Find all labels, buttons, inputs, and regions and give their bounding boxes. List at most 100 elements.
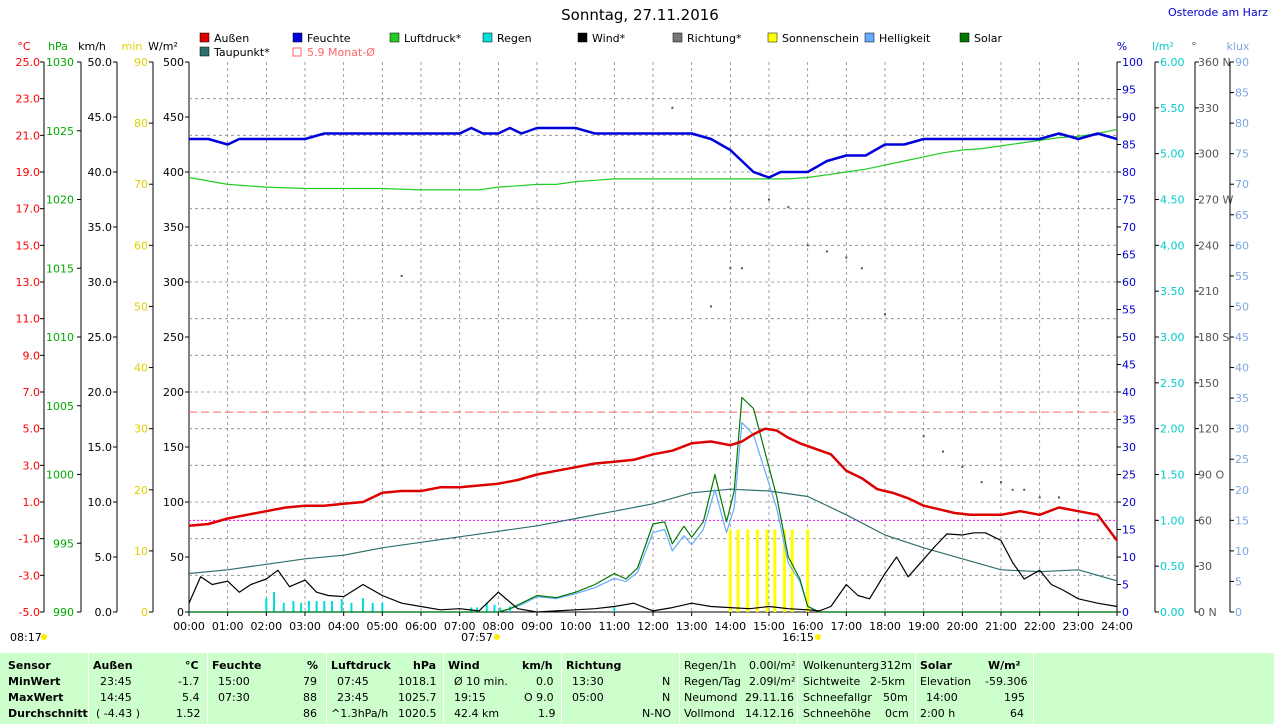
axis-tick-label: 21.0: [16, 129, 41, 142]
point: [740, 267, 743, 270]
schneefall-label: Schneefallgr: [803, 691, 872, 704]
feuchte-header: Feuchte: [212, 659, 262, 672]
axis-tick-label: 10: [1122, 551, 1136, 564]
axis-tick-label: 1.00: [1160, 514, 1185, 527]
x-tick-label: 14:00: [714, 620, 746, 633]
axis-unit: W/m²: [148, 40, 178, 53]
series-line: [188, 128, 1118, 191]
axis-tick-label: 45: [1235, 331, 1249, 344]
axis-tick-label: 150: [163, 441, 184, 454]
x-tick-label: 10:00: [560, 620, 592, 633]
axis-tick-label: 7.0: [23, 386, 41, 399]
sunrise-label: 07:57: [461, 631, 493, 644]
bar: [790, 529, 794, 612]
bar: [613, 607, 616, 612]
point: [1000, 481, 1002, 484]
aussen-avg-val: 1.52: [176, 707, 201, 720]
x-tick-label: 06:00: [405, 620, 437, 633]
sun-icon: [41, 634, 47, 640]
x-axis: 00:00 01:00 02:00 03:00 04:00 05:00 06:00 07:00…: [10, 612, 1133, 644]
wind-max-val: O 9.0: [524, 691, 554, 704]
legend-label: Außen: [214, 32, 249, 45]
axis-tick-label: 400: [163, 166, 184, 179]
legend-swatch: [199, 46, 210, 57]
aussen-unit: °C: [185, 659, 199, 672]
bar: [265, 598, 268, 612]
point: [942, 450, 944, 453]
axis-tick-label: 60: [1198, 514, 1212, 527]
richtung-header: Richtung: [566, 659, 622, 672]
x-tick-label: 17:00: [830, 620, 862, 633]
legend-label: Helligkeit: [879, 32, 931, 45]
axis-tick-label: 0: [177, 606, 184, 619]
separator: [88, 653, 89, 724]
druck-avg-val: 1020.5: [398, 707, 437, 720]
axis-tick-label: 1.50: [1160, 469, 1185, 482]
axis-tick-label: 1015: [46, 262, 74, 275]
sunset-icon: [815, 634, 821, 640]
point: [860, 267, 863, 270]
axis-tick-label: 990: [53, 606, 74, 619]
axis-tick-label: 10: [134, 545, 148, 558]
axis-tick-label: 250: [163, 331, 184, 344]
axis-tick-label: 15: [1235, 514, 1249, 527]
plot-area: [188, 106, 1118, 613]
x-tick-label: 09:00: [521, 620, 553, 633]
point: [1038, 496, 1041, 499]
vollmond-label: Vollmond: [684, 707, 735, 720]
bar: [782, 529, 786, 612]
point: [980, 481, 983, 484]
wind-avg-extra: 42.4 km: [454, 707, 500, 720]
legend-label: Taupunkt*: [213, 46, 270, 59]
axis-tick-label: -3.0: [19, 569, 40, 582]
axis-tick-label: 4.50: [1160, 194, 1185, 207]
separator: [679, 653, 680, 724]
axis-tick-label: 180 S: [1198, 331, 1229, 344]
series-line: [188, 427, 1118, 542]
axis-tick-label: 150: [1198, 377, 1219, 390]
axis-tick-label: 0.00: [1160, 606, 1185, 619]
axis-unit: l/m²: [1152, 40, 1174, 53]
axis-tick-label: 4.00: [1160, 239, 1185, 252]
x-tick-label: 11:00: [598, 620, 630, 633]
axis-tick-label: 30: [1198, 560, 1212, 573]
point: [922, 435, 925, 438]
point: [1096, 519, 1099, 522]
axis-tick-label: 5.50: [1160, 102, 1185, 115]
series-line: [188, 488, 1118, 582]
axis-unit: klux: [1227, 40, 1250, 53]
axis-tick-label: 65: [1235, 209, 1249, 222]
solar-avg-label: 2:00 h: [920, 707, 956, 720]
axis-tick-label: 35.0: [88, 221, 113, 234]
x-tick-label: 12:00: [637, 620, 669, 633]
druck-max-time: 23:45: [337, 691, 369, 704]
axis-tick-label: 5: [1235, 575, 1242, 588]
feuchte-max-val: 88: [303, 691, 317, 704]
axis-tick-label: 1005: [46, 400, 74, 413]
axis-tick-label: 55: [1122, 304, 1136, 317]
regen1h-label: Regen/1h: [684, 659, 737, 672]
series-line: [189, 396, 1117, 613]
axis-tick-label: 40: [1235, 362, 1249, 375]
axis-tick-label: 75: [1122, 194, 1136, 207]
legend: Außen Feuchte Luftdruck* Regen Wind* Richtung…: [199, 32, 1003, 59]
axis-tick-label: 70: [1235, 178, 1249, 191]
bar: [736, 529, 740, 612]
axis-tick-label: 95: [1122, 84, 1136, 97]
x-tick-label: 24:00: [1101, 620, 1133, 633]
axis-tick-label: 1030: [46, 56, 74, 69]
bar: [300, 602, 303, 612]
solar-elev-val: -59.306: [985, 675, 1028, 688]
axis-tick-label: 23.0: [16, 93, 41, 106]
x-tick-label: 22:00: [1024, 620, 1056, 633]
bar: [282, 602, 285, 612]
location-label: Osterode am Harz: [1168, 6, 1268, 19]
bar: [746, 529, 750, 612]
point: [710, 305, 712, 308]
bar: [485, 602, 488, 612]
druck-max-val: 1025.7: [398, 691, 437, 704]
point: [671, 106, 674, 109]
legend-label: Richtung*: [687, 32, 742, 45]
aussen-max-time: 14:45: [100, 691, 132, 704]
wind-max-time: 19:15: [454, 691, 486, 704]
